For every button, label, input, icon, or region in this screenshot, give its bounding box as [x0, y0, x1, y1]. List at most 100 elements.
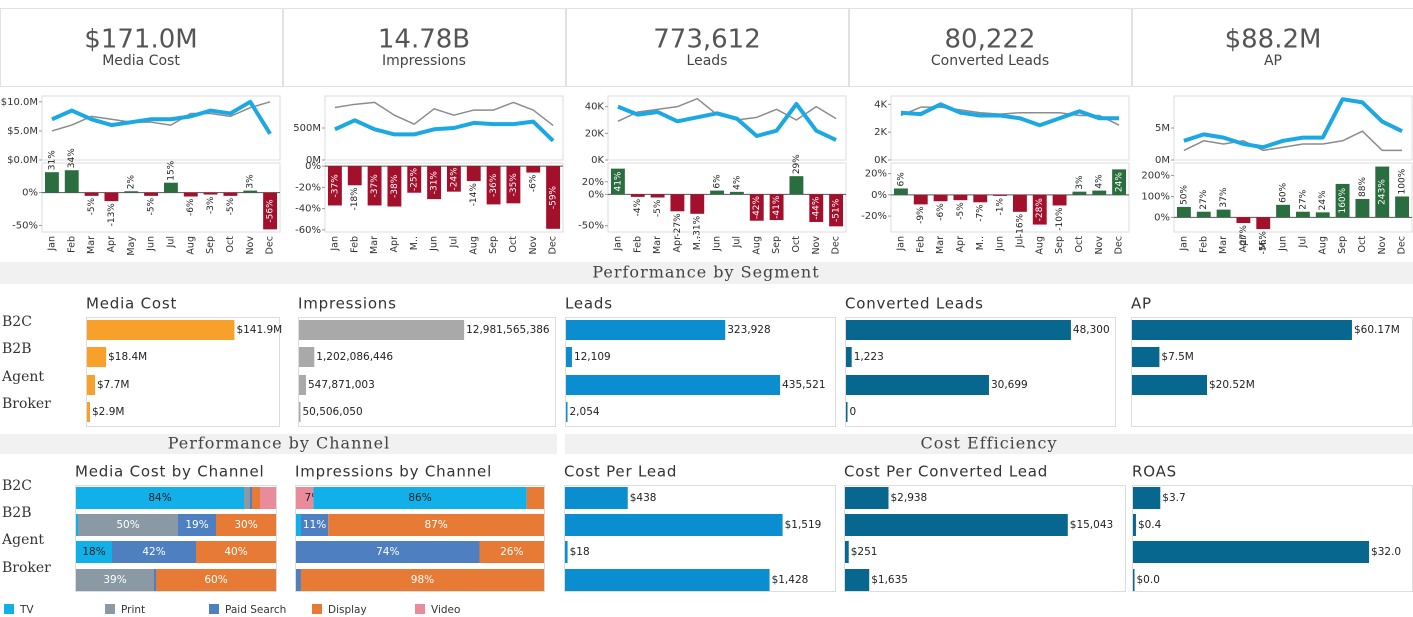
- bar: [263, 192, 278, 230]
- row-label: Broker: [2, 560, 51, 576]
- data-label: -3%: [206, 196, 216, 214]
- chart-title: Leads: [565, 295, 613, 313]
- bar: [1132, 320, 1352, 340]
- bar: [566, 402, 568, 422]
- bar: [845, 541, 849, 563]
- data-label: 160%: [1338, 187, 1348, 213]
- bar: [327, 166, 342, 206]
- bar: [243, 190, 258, 193]
- x-tick-label: Jul: [1297, 236, 1308, 248]
- line: [617, 102, 837, 142]
- kpi-value: 14.78B: [378, 25, 470, 55]
- x-tick-label: Mar: [1218, 236, 1229, 254]
- y-tick-label: -20%: [861, 211, 887, 222]
- x-tick-label: Jun: [712, 236, 723, 252]
- data-label: 50%: [1179, 184, 1189, 204]
- bar: [427, 166, 442, 200]
- x-tick-label: Jan: [46, 236, 57, 252]
- bar: [87, 347, 107, 367]
- bar: [630, 194, 645, 197]
- x-tick-label: Nov: [811, 236, 822, 255]
- section-title: Performance by Channel: [168, 434, 391, 453]
- y-tick-label: -40%: [295, 204, 321, 215]
- legend-swatch: [312, 604, 322, 614]
- data-label: -37%: [330, 174, 340, 198]
- x-tick-label: Feb: [632, 236, 643, 253]
- x-tick-label: Mar: [369, 236, 380, 254]
- bar: [973, 194, 988, 203]
- section-band: [0, 262, 1413, 284]
- bar: [1133, 487, 1161, 509]
- data-label: $7.5M: [1161, 351, 1193, 363]
- data-label: -27%: [1239, 225, 1249, 249]
- data-label: -5%: [956, 202, 966, 220]
- bar: [1395, 196, 1410, 218]
- kpi-tile: [849, 8, 1132, 87]
- bar: [64, 170, 79, 193]
- plot-frame: [844, 485, 1126, 592]
- data-label: $2.9M: [92, 406, 124, 418]
- x-tick-label: Sep: [488, 236, 499, 254]
- bar: [846, 375, 989, 395]
- bar: [1335, 183, 1350, 218]
- bar: [299, 375, 306, 395]
- data-label: -24%: [449, 167, 459, 191]
- data-label: 39%: [103, 574, 126, 586]
- plot-frame: [607, 162, 847, 233]
- data-label: 24%: [1318, 190, 1328, 210]
- data-label: -56%: [1259, 231, 1269, 255]
- data-label: $0.0: [1137, 574, 1160, 586]
- x-tick-label: Aug: [1034, 236, 1045, 255]
- bar: [299, 320, 465, 340]
- bar-segment: [76, 487, 244, 509]
- kpi-tile: [0, 8, 283, 87]
- kpi-tile: [1132, 8, 1413, 87]
- x-tick-label: Feb: [66, 236, 77, 253]
- kpi-value: $171.0M: [84, 25, 197, 55]
- data-label: $0.4: [1138, 519, 1162, 531]
- kpi-label: Media Cost: [102, 53, 180, 69]
- data-label: -31%: [430, 171, 440, 195]
- legend-label: Video: [431, 604, 460, 616]
- bar: [299, 347, 315, 367]
- bar: [710, 190, 725, 195]
- bar: [87, 402, 91, 422]
- kpi-value: $88.2M: [1225, 25, 1322, 55]
- data-label: 50%: [116, 519, 139, 531]
- bar: [565, 514, 783, 536]
- bar: [347, 166, 362, 186]
- data-label: -16%: [1015, 213, 1025, 237]
- line: [900, 102, 1120, 128]
- data-label: -7%: [976, 204, 986, 222]
- kpi-label: Impressions: [382, 53, 466, 69]
- bar-segment: [296, 541, 480, 563]
- data-label: $251: [851, 546, 878, 558]
- data-label: 24%: [1115, 172, 1125, 192]
- legend-label: TV: [19, 604, 34, 616]
- row-label: Agent: [1, 369, 44, 385]
- bar: [144, 192, 159, 196]
- bar: [729, 191, 744, 195]
- bar: [769, 194, 784, 221]
- bar: [1132, 375, 1208, 395]
- y-tick-label: 20K: [585, 128, 605, 139]
- x-tick-label: Apr: [955, 236, 966, 253]
- chart-title: Converted Leads: [845, 295, 984, 313]
- data-label: 37%: [1219, 187, 1229, 207]
- data-label: 323,928: [727, 324, 770, 336]
- line: [334, 101, 554, 127]
- row-label: B2B: [2, 505, 31, 521]
- bar: [1216, 209, 1231, 218]
- y-tick-label: 0K: [874, 155, 887, 166]
- row-label: B2C: [2, 314, 32, 330]
- y-tick-label: 0%: [588, 189, 604, 200]
- legend-swatch: [105, 604, 115, 614]
- x-tick-label: M..: [409, 236, 420, 250]
- bar: [993, 194, 1008, 196]
- bar: [565, 487, 628, 509]
- bar-segment: [296, 514, 301, 536]
- bar-segment: [328, 514, 544, 536]
- x-tick-label: Aug: [185, 236, 196, 255]
- data-label: -5%: [147, 197, 157, 215]
- bar-segment: [479, 541, 544, 563]
